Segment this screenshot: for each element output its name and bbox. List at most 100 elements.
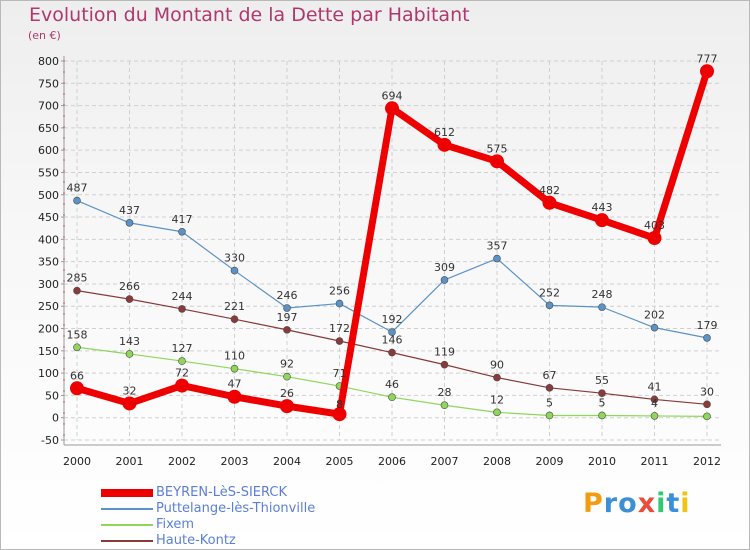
y-tick-label: 650 xyxy=(38,122,59,135)
y-tick-label: 0 xyxy=(52,412,59,425)
series-point xyxy=(175,378,189,393)
data-label: 256 xyxy=(329,285,350,298)
logo-letter: o xyxy=(618,488,638,519)
x-tick-label: 2001 xyxy=(116,455,144,468)
x-tick-label: 2007 xyxy=(431,455,459,468)
series-point xyxy=(545,411,554,420)
data-label: 55 xyxy=(595,374,609,387)
data-label: 417 xyxy=(172,213,193,226)
series-point xyxy=(385,101,399,116)
series-point xyxy=(178,227,186,236)
series-point xyxy=(650,323,659,332)
y-tick-label: 450 xyxy=(38,211,59,224)
x-tick-label: 2009 xyxy=(536,455,564,468)
series-point xyxy=(388,348,396,357)
data-label: 71 xyxy=(333,367,347,380)
data-label: 285 xyxy=(67,272,88,285)
series-point xyxy=(230,315,239,323)
x-tick-label: 2011 xyxy=(641,455,669,468)
series-point xyxy=(230,364,239,373)
logo-letter: r xyxy=(603,488,619,519)
series-point xyxy=(388,328,396,336)
data-label: 72 xyxy=(175,367,189,380)
series-point xyxy=(230,266,239,275)
data-label: 403 xyxy=(644,219,665,232)
data-label: 266 xyxy=(119,280,140,293)
series-point xyxy=(125,350,134,358)
grid xyxy=(64,60,721,441)
data-label: 197 xyxy=(277,311,298,324)
series-point xyxy=(545,384,554,392)
logo-letter: t xyxy=(666,488,681,519)
series-point xyxy=(598,411,606,420)
logo-letter: x xyxy=(637,488,657,519)
series-point xyxy=(73,343,81,352)
y-tick-label: 250 xyxy=(38,300,59,313)
y-tick-label: 400 xyxy=(38,233,59,246)
data-label: 179 xyxy=(697,319,718,332)
x-tick-label: 2006 xyxy=(378,455,406,468)
series-point xyxy=(122,396,137,411)
y-tick-label: 700 xyxy=(38,100,59,113)
y-tick-label: 300 xyxy=(38,278,59,291)
legend-label: BEYREN-LèS-SIERCK xyxy=(156,485,287,500)
series-point xyxy=(388,393,396,401)
data-label: 221 xyxy=(224,300,245,313)
series-point xyxy=(227,389,242,404)
legend-swatch xyxy=(101,540,153,542)
data-label: 8 xyxy=(336,398,343,411)
series-point xyxy=(650,395,659,404)
data-label: 26 xyxy=(280,387,294,400)
data-labels: 6632724726869461257548244340377748743741… xyxy=(67,52,718,411)
y-tick-label: 100 xyxy=(38,367,59,380)
unit-label: (en €) xyxy=(28,29,61,42)
data-label: 5 xyxy=(546,396,553,409)
series-point xyxy=(490,154,504,169)
legend-swatch xyxy=(101,489,153,497)
x-tick-label: 2005 xyxy=(326,455,354,468)
data-label: 246 xyxy=(277,289,298,302)
axes: -50 0 50 100 150 200 250 300 350 400 450 500 550 600 6… xyxy=(38,55,721,468)
x-tick-label: 2008 xyxy=(483,455,511,468)
data-label: 32 xyxy=(123,384,137,397)
y-tick-label: 550 xyxy=(38,166,59,179)
chart-title: Evolution du Montant de la Dette par Hab… xyxy=(29,4,470,26)
data-label: 119 xyxy=(434,346,455,359)
legend-label: Fixem xyxy=(156,517,195,532)
series-point xyxy=(650,412,659,420)
data-label: 146 xyxy=(382,334,403,347)
x-tick-label: 2010 xyxy=(588,455,616,468)
data-label: 694 xyxy=(382,89,403,102)
series-point xyxy=(598,303,606,311)
data-label: 192 xyxy=(382,313,403,326)
y-tick-label: 350 xyxy=(38,256,59,269)
logo-letter: i xyxy=(680,488,691,519)
y-tick-label: 150 xyxy=(38,345,59,358)
y-tick-label: 50 xyxy=(45,389,59,402)
series-point xyxy=(283,372,291,381)
data-label: 90 xyxy=(490,359,504,372)
proxiti-logo: Proxiti xyxy=(583,488,691,519)
data-label: 46 xyxy=(385,378,399,391)
series-point xyxy=(73,196,81,205)
series-point xyxy=(703,400,711,409)
series-point xyxy=(178,357,186,365)
data-label: 47 xyxy=(228,378,242,391)
data-label: 244 xyxy=(172,290,193,303)
series-point xyxy=(545,301,554,310)
series-point xyxy=(703,334,711,342)
y-tick-label: 800 xyxy=(38,55,59,68)
data-label: 12 xyxy=(490,393,504,406)
series-point xyxy=(703,412,711,421)
data-label: 127 xyxy=(172,342,193,355)
series-point xyxy=(440,360,449,369)
data-label: 612 xyxy=(434,126,455,139)
series-group xyxy=(70,64,714,422)
x-tick-label: 2000 xyxy=(63,455,91,468)
data-label: 575 xyxy=(487,142,508,155)
data-label: 28 xyxy=(438,386,452,399)
series-point xyxy=(440,401,449,410)
data-label: 202 xyxy=(644,309,665,322)
